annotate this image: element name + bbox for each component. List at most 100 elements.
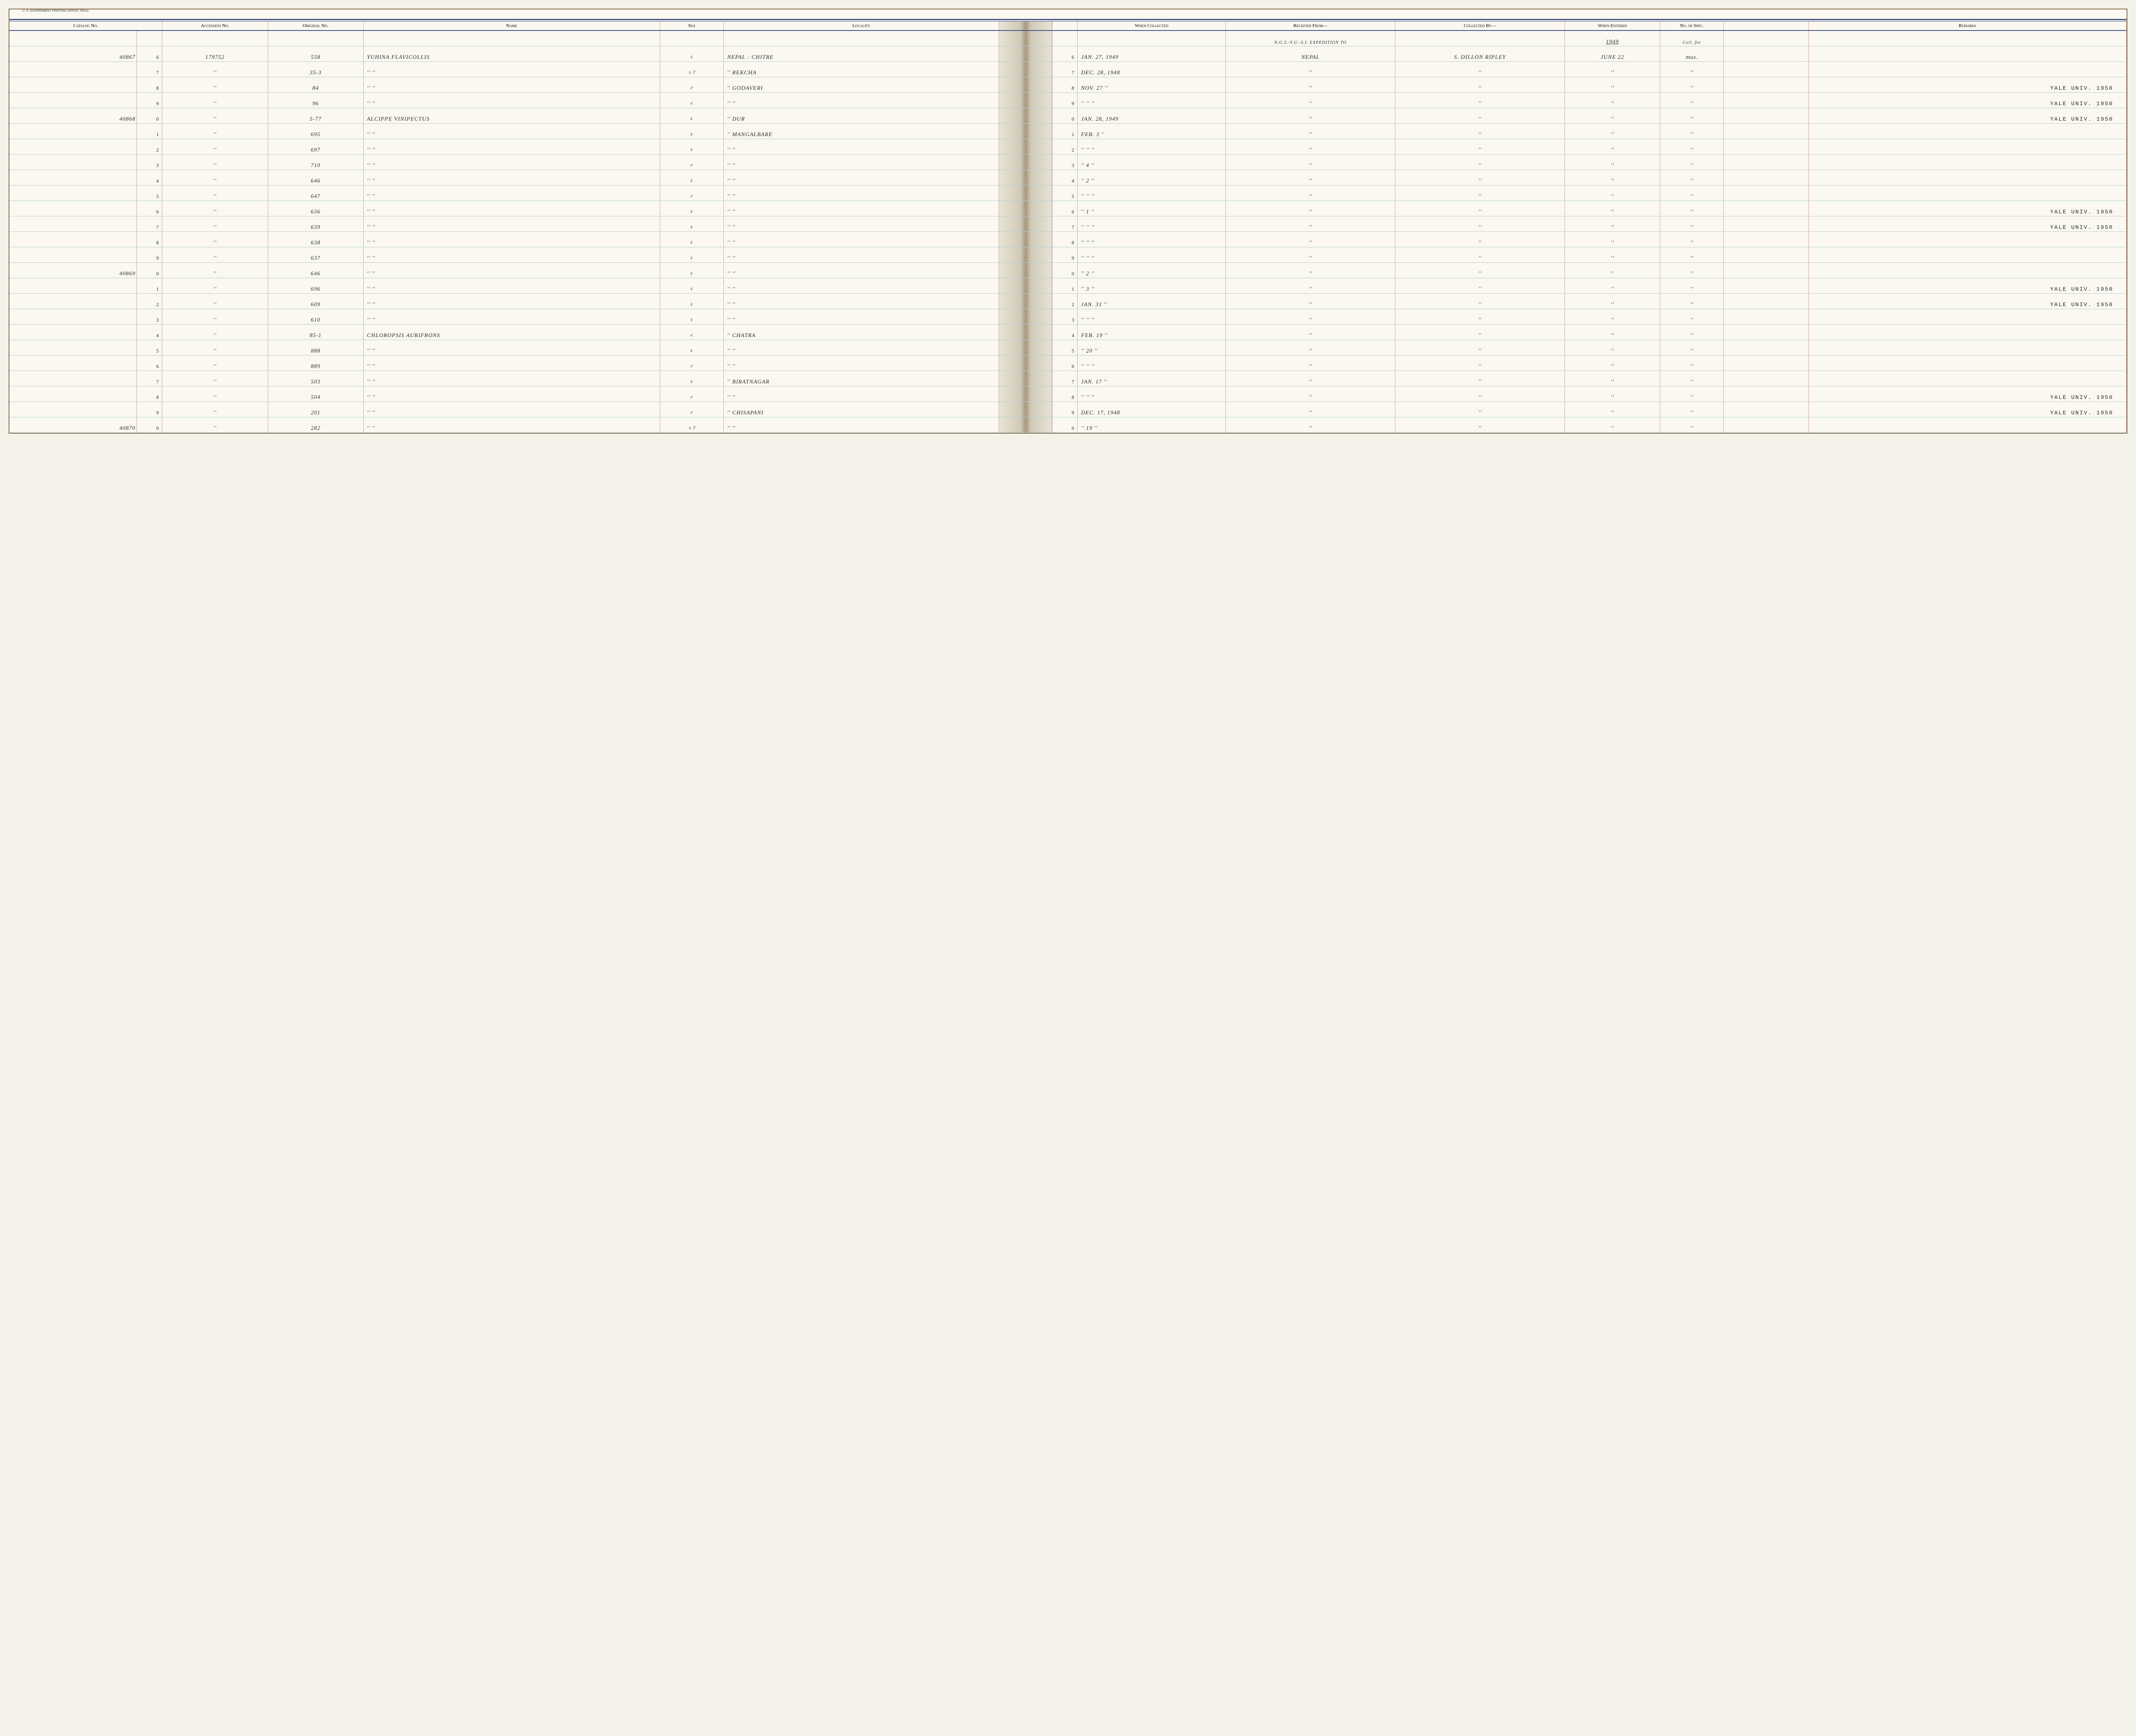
when-entered: '' [1565, 324, 1660, 340]
collected-by: '' [1395, 355, 1565, 371]
row-suffix-right: 0 [1052, 108, 1077, 123]
specimen-name: '' '' [363, 278, 660, 293]
original-no: 201 [268, 401, 363, 417]
no-spec: '' [1660, 324, 1724, 340]
row-suffix-right: 3 [1052, 154, 1077, 170]
blank [1724, 278, 1808, 293]
spine [999, 61, 1052, 77]
catalog-no [9, 61, 137, 77]
no-spec: '' [1660, 61, 1724, 77]
sex: ♂ [660, 401, 723, 417]
accession-no: '' [162, 216, 268, 231]
cell [9, 30, 137, 46]
locality: '' GODAVERI [723, 77, 999, 92]
row-suffix-right: 2 [1052, 139, 1077, 154]
locality: '' DUR [723, 108, 999, 123]
original-no: 638 [268, 231, 363, 247]
col-suffix2 [1052, 21, 1077, 30]
locality: '' '' [723, 139, 999, 154]
col-no-spec: No. of Spec. [1660, 21, 1724, 30]
received-from: '' [1226, 216, 1395, 231]
received-from: '' [1226, 123, 1395, 139]
cell [723, 30, 999, 46]
remarks [1808, 139, 2126, 154]
when-collected: '' 19 '' [1077, 417, 1225, 432]
row-suffix: 7 [137, 371, 162, 386]
no-spec: '' [1660, 154, 1724, 170]
no-spec: '' [1660, 92, 1724, 108]
specimen-name: '' '' [363, 386, 660, 401]
when-entered: '' [1565, 170, 1660, 185]
accession-no: '' [162, 61, 268, 77]
when-entered: '' [1565, 371, 1660, 386]
when-entered: '' [1565, 201, 1660, 216]
row-suffix: 1 [137, 123, 162, 139]
row-suffix-right: 5 [1052, 340, 1077, 355]
original-no: 96 [268, 92, 363, 108]
row-suffix: 6 [137, 201, 162, 216]
no-spec: '' [1660, 216, 1724, 231]
no-spec: '' [1660, 293, 1724, 309]
spine [999, 108, 1052, 123]
when-collected: FEB. 3 '' [1077, 123, 1225, 139]
specimen-name: '' '' [363, 355, 660, 371]
row-suffix: 3 [137, 309, 162, 324]
locality: NEPAL : CHITRE [723, 46, 999, 61]
row-suffix: 0 [137, 262, 162, 278]
blank [1724, 46, 1808, 61]
accession-no: '' [162, 417, 268, 432]
col-blank [1724, 21, 1808, 30]
when-collected: '' '' '' [1077, 386, 1225, 401]
blank [1724, 92, 1808, 108]
received-from: '' [1226, 262, 1395, 278]
row-suffix: 9 [137, 247, 162, 262]
catalog-no [9, 340, 137, 355]
ledger-body: N.G.S.-Y.U.-S.I. EXPEDITION TO 1949 Coll… [9, 30, 2127, 432]
when-entered: '' [1565, 108, 1660, 123]
locality: '' '' [723, 185, 999, 201]
row-suffix-right: 3 [1052, 309, 1077, 324]
accession-no: '' [162, 77, 268, 92]
when-collected: JAN. 28, 1949 [1077, 108, 1225, 123]
accession-no: '' [162, 401, 268, 417]
row-suffix-right: 8 [1052, 231, 1077, 247]
accession-no: '' [162, 386, 268, 401]
blank [1724, 371, 1808, 386]
catalog-no: 40868 [9, 108, 137, 123]
table-row: 2''609'' ''♀'' ''2JAN. 31 ''''''''''YALE… [9, 293, 2127, 309]
locality: '' '' [723, 293, 999, 309]
table-row: 8''504'' ''♂'' ''8'' '' ''''''''''YALE U… [9, 386, 2127, 401]
when-entered: '' [1565, 355, 1660, 371]
catalog-no [9, 324, 137, 340]
remarks [1808, 247, 2126, 262]
received-from: '' [1226, 355, 1395, 371]
accession-no: '' [162, 139, 268, 154]
catalog-no: 40869 [9, 262, 137, 278]
remarks [1808, 231, 2126, 247]
sex: ♀ [660, 123, 723, 139]
spine [999, 231, 1052, 247]
blank [1724, 401, 1808, 417]
sex: ♀ [660, 108, 723, 123]
spine [999, 123, 1052, 139]
collected-by: '' [1395, 185, 1565, 201]
collected-by: '' [1395, 92, 1565, 108]
original-no: 639 [268, 216, 363, 231]
collected-by: '' [1395, 371, 1565, 386]
spine [999, 278, 1052, 293]
collected-by: '' [1395, 293, 1565, 309]
specimen-name: '' '' [363, 262, 660, 278]
blank [1724, 324, 1808, 340]
remarks [1808, 154, 2126, 170]
remarks: YALE UNIV. 1950 [1808, 216, 2126, 231]
spine [999, 216, 1052, 231]
locality: '' '' [723, 386, 999, 401]
accession-no: '' [162, 201, 268, 216]
sex: ♀ [660, 340, 723, 355]
row-suffix: 0 [137, 108, 162, 123]
row-suffix: 9 [137, 92, 162, 108]
when-entered: '' [1565, 401, 1660, 417]
collected-by: '' [1395, 340, 1565, 355]
locality: '' '' [723, 216, 999, 231]
original-no: 610 [268, 309, 363, 324]
